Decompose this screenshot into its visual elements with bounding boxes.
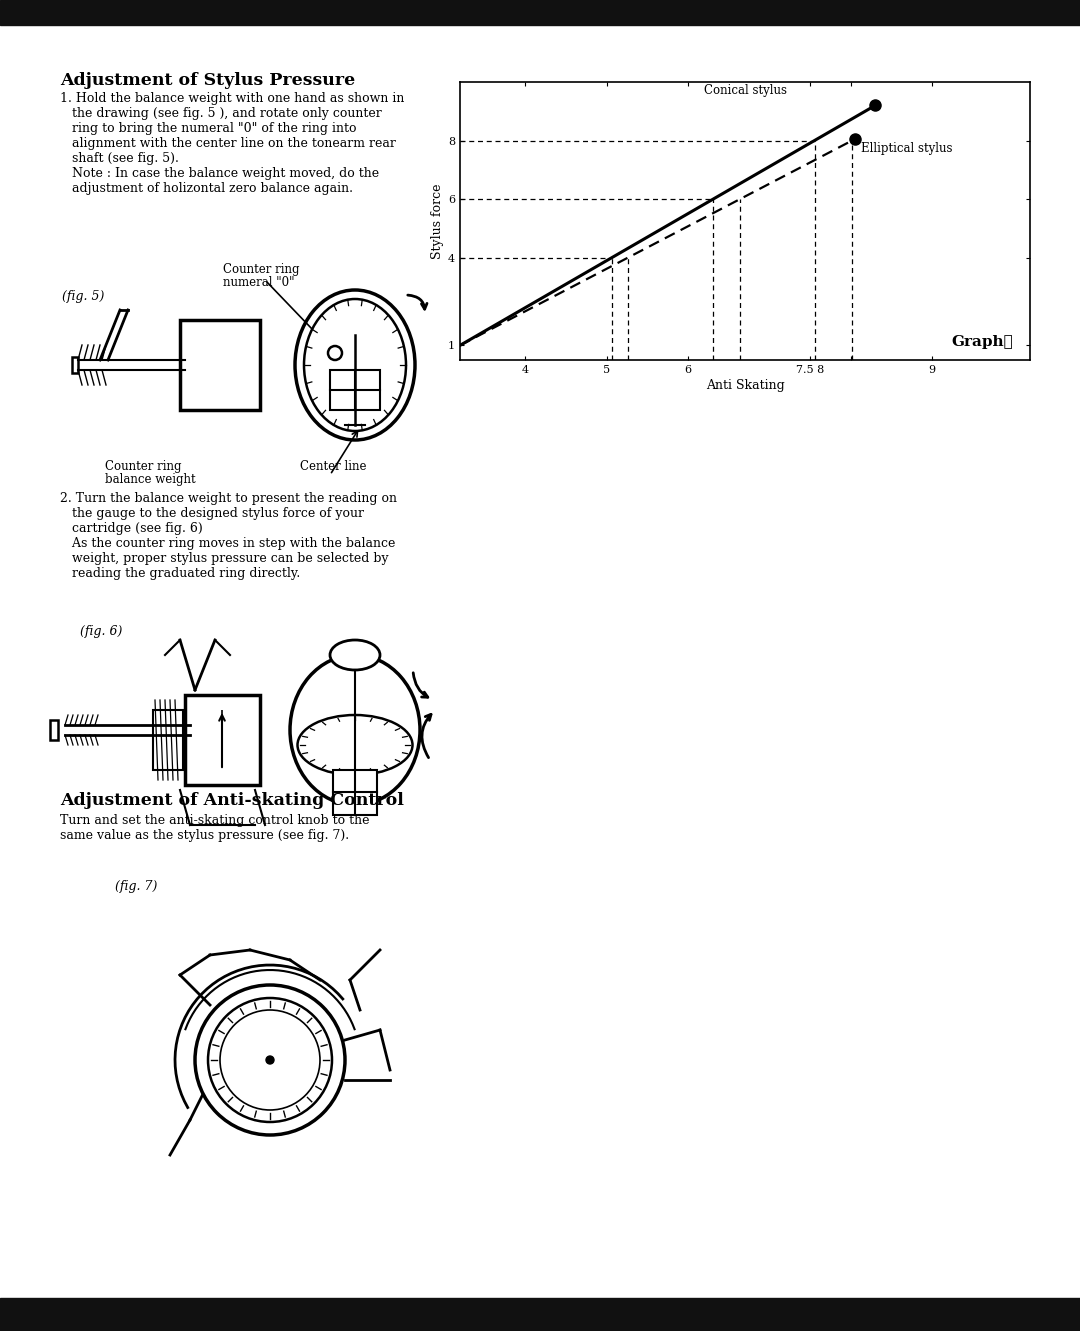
Bar [50, 720, 58, 740]
Bar [72, 357, 78, 373]
Circle shape [195, 985, 345, 1135]
Bar [0, 1298, 1080, 1331]
Text: Graph①: Graph① [951, 335, 1013, 349]
Text: Conical stylus: Conical stylus [704, 84, 787, 97]
Text: Counter ring: Counter ring [222, 264, 299, 276]
Text: cartridge (see fig. 6): cartridge (see fig. 6) [60, 522, 203, 535]
Text: numeral "0": numeral "0" [222, 276, 295, 289]
Text: adjustment of holizontal zero balance again.: adjustment of holizontal zero balance ag… [60, 182, 353, 196]
Text: Elliptical stylus: Elliptical stylus [862, 142, 953, 154]
Circle shape [208, 998, 332, 1122]
Text: alignment with the center line on the tonearm rear: alignment with the center line on the to… [60, 137, 396, 150]
Ellipse shape [295, 290, 415, 441]
Text: 1. Hold the balance weight with one hand as shown in: 1. Hold the balance weight with one hand… [60, 92, 404, 105]
Text: the gauge to the designed stylus force of your: the gauge to the designed stylus force o… [60, 507, 364, 520]
X-axis label: Anti Skating: Anti Skating [705, 379, 784, 393]
Text: Adjustment of Stylus Pressure: Adjustment of Stylus Pressure [60, 72, 355, 89]
Text: Turn and set the anti-skating control knob to the: Turn and set the anti-skating control kn… [60, 815, 369, 827]
Text: shaft (see fig. 5).: shaft (see fig. 5). [60, 152, 179, 165]
Text: Note : In case the balance weight moved, do the: Note : In case the balance weight moved,… [60, 166, 379, 180]
Text: Counter ring: Counter ring [105, 461, 181, 473]
Text: Adjustment of Anti-skating Control: Adjustment of Anti-skating Control [60, 792, 404, 809]
Ellipse shape [291, 655, 420, 805]
Ellipse shape [303, 299, 406, 431]
Ellipse shape [297, 715, 413, 775]
Y-axis label: Stylus force: Stylus force [431, 184, 444, 258]
Circle shape [220, 1010, 320, 1110]
Text: (fig. 7): (fig. 7) [114, 880, 158, 893]
Bar [180, 319, 260, 410]
Circle shape [266, 1055, 274, 1063]
Text: As the counter ring moves in step with the balance: As the counter ring moves in step with t… [60, 536, 395, 550]
Text: ring to bring the numeral "0" of the ring into: ring to bring the numeral "0" of the rin… [60, 122, 356, 134]
Text: the drawing (see fig. 5 ), and rotate only counter: the drawing (see fig. 5 ), and rotate on… [60, 106, 381, 120]
Text: weight, proper stylus pressure can be selected by: weight, proper stylus pressure can be se… [60, 552, 389, 564]
Text: Center line: Center line [300, 461, 366, 473]
Text: 2. Turn the balance weight to present the reading on: 2. Turn the balance weight to present th… [60, 492, 397, 504]
Text: same value as the stylus pressure (see fig. 7).: same value as the stylus pressure (see f… [60, 829, 349, 843]
Text: (fig. 6): (fig. 6) [80, 626, 122, 638]
Bar [0, 0, 1080, 25]
Text: reading the graduated ring directly.: reading the graduated ring directly. [60, 567, 300, 580]
Text: -4-: -4- [527, 1308, 553, 1322]
Bar [333, 771, 377, 815]
Ellipse shape [330, 640, 380, 669]
Bar [153, 709, 183, 771]
Bar [330, 370, 380, 410]
Text: (fig. 5): (fig. 5) [62, 290, 105, 303]
Text: balance weight: balance weight [105, 473, 195, 486]
Bar [185, 695, 260, 785]
